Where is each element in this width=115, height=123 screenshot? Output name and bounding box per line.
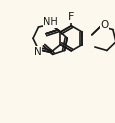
Text: NH: NH <box>43 17 58 27</box>
Text: O: O <box>99 20 107 30</box>
Text: N: N <box>33 47 41 57</box>
Text: F: F <box>68 12 74 22</box>
